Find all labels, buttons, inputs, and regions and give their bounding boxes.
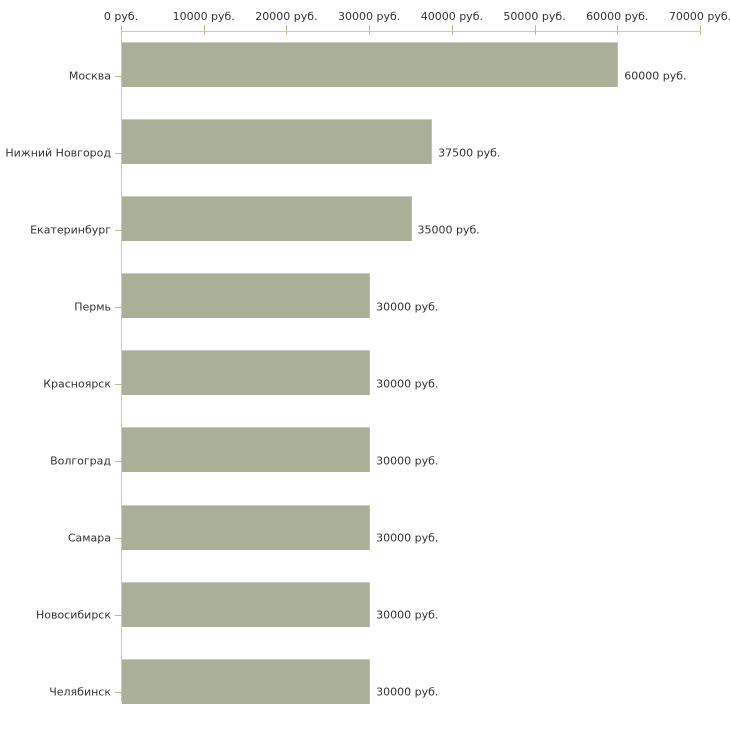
bar — [122, 119, 433, 165]
category-label: Волгоград — [50, 454, 111, 468]
chart-row: Пермь 30000 руб. — [74, 273, 700, 340]
category-label: Екатеринбург — [30, 223, 111, 237]
category-tick-mark — [115, 383, 122, 385]
bar — [122, 427, 371, 473]
value-label: 30000 руб. — [376, 454, 439, 468]
category-label: Самара — [67, 531, 111, 545]
bar — [122, 42, 619, 87]
chart-row: Самара 30000 руб. — [68, 504, 700, 572]
category-tick-mark — [115, 692, 122, 694]
x-axis-tick-label: 70000 руб. — [668, 10, 730, 23]
plot-area: Москва 60000 руб. Нижний Новгород 37500 руб… — [5, 25, 701, 704]
chart-row: Екатеринбург 35000 руб. — [30, 196, 700, 263]
x-axis-tick-label: 40000 руб. — [420, 10, 483, 23]
x-axis-tick-mark — [451, 25, 453, 35]
category-label: Москва — [68, 69, 111, 83]
bar — [122, 273, 371, 319]
bar — [122, 504, 371, 550]
chart-row: Волгоград 30000 руб. — [50, 427, 700, 494]
category-tick-mark — [115, 461, 122, 463]
x-axis-tick-mark — [617, 25, 619, 35]
category-tick-mark — [115, 538, 122, 540]
x-axis-tick-mark — [369, 25, 371, 35]
x-axis-tick-label: 20000 руб. — [255, 10, 318, 23]
value-label: 37500 руб. — [438, 146, 501, 160]
value-label: 35000 руб. — [417, 223, 480, 237]
x-axis-tick-label: 60000 руб. — [586, 10, 649, 23]
value-label: 60000 руб. — [624, 69, 687, 83]
category-label: Новосибирск — [35, 608, 111, 622]
value-label: 30000 руб. — [376, 300, 439, 314]
category-tick-mark — [115, 152, 122, 154]
bar — [122, 658, 371, 704]
category-label: Нижний Новгород — [5, 146, 111, 160]
category-tick-mark — [115, 306, 122, 308]
chart-row: Челябинск 30000 руб. — [49, 658, 700, 726]
chart-row: Москва 60000 руб. — [69, 42, 700, 109]
value-label: 30000 руб. — [376, 685, 439, 699]
bar — [122, 196, 412, 242]
value-label: 30000 руб. — [376, 608, 439, 622]
x-axis-tick-label: 50000 руб. — [503, 10, 566, 23]
value-label: 30000 руб. — [376, 377, 439, 391]
chart-row: Нижний Новгород 37500 руб. — [5, 119, 700, 186]
x-axis-tick-label: 30000 руб. — [338, 10, 401, 23]
chart-row: Новосибирск 30000 руб. — [36, 581, 700, 649]
bar — [122, 581, 371, 627]
category-tick-mark — [115, 229, 122, 231]
x-axis-tick-mark — [700, 25, 701, 35]
chart-row: Красноярск 30000 руб. — [43, 350, 700, 417]
category-label: Челябинск — [49, 685, 111, 699]
x-axis: 0 руб. 10000 руб. 20000 руб. 30000 руб. 4000… — [104, 9, 730, 24]
x-axis-tick-label: 0 руб. — [103, 10, 139, 23]
category-label: Красноярск — [43, 377, 111, 391]
x-axis-tick-mark — [534, 25, 536, 35]
category-tick-mark — [115, 75, 122, 77]
x-axis-tick-label: 10000 руб. — [172, 10, 235, 23]
x-axis-tick-mark — [203, 25, 205, 35]
x-axis-tick-mark — [121, 25, 122, 35]
category-label: Пермь — [74, 300, 111, 314]
category-tick-mark — [115, 615, 122, 617]
value-label: 30000 руб. — [376, 531, 439, 545]
x-axis-tick-mark — [286, 25, 288, 35]
bar — [122, 350, 371, 396]
